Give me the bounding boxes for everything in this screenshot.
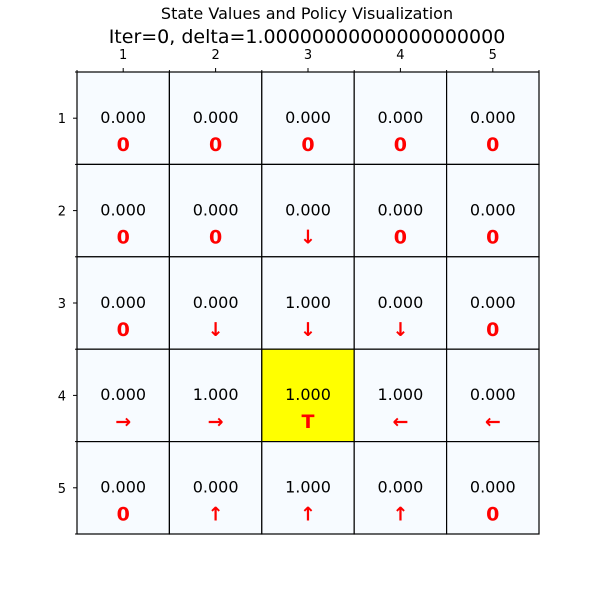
cell-value: 0.000 (285, 108, 331, 127)
cell-value: 0.000 (100, 478, 146, 497)
cell-value: 1.000 (285, 385, 331, 404)
grid-cell (168, 348, 263, 443)
cell-action: 0 (394, 226, 407, 248)
cell-value: 0.000 (470, 293, 516, 312)
cell-value: 0.000 (100, 108, 146, 127)
grid-cell (446, 71, 540, 166)
cell-action: 0 (209, 226, 222, 248)
cell-action: ↑ (300, 504, 316, 526)
cell-value: 1.000 (377, 385, 423, 404)
cell-action: 0 (117, 504, 130, 526)
grid-cell (76, 441, 171, 535)
chart-subtitle: Iter=0, delta=1.00000000000000000000 (109, 26, 506, 48)
cell-action: ← (485, 411, 501, 433)
cell-action: ↓ (300, 319, 316, 341)
cell-value: 0.000 (377, 108, 423, 127)
cell-action: 0 (117, 319, 130, 341)
cell-action: 0 (209, 134, 222, 156)
cell-value: 0.000 (470, 385, 516, 404)
cell-action: 0 (117, 134, 130, 156)
cell-action: 0 (486, 134, 499, 156)
x-tick-label: 3 (304, 48, 312, 63)
grid-cell (446, 163, 540, 258)
x-tick-label: 1 (119, 48, 127, 63)
grid-cell (76, 71, 171, 166)
cell-action: T (302, 411, 315, 433)
grid-cell (353, 348, 448, 443)
cell-value: 0.000 (470, 108, 516, 127)
cell-action: 0 (301, 134, 314, 156)
grid-cell (446, 348, 540, 443)
cell-value: 0.000 (193, 478, 239, 497)
cell-value: 0.000 (193, 108, 239, 127)
grid-cell (353, 71, 448, 166)
cell-value: 1.000 (285, 478, 331, 497)
cell-action: ↓ (208, 319, 224, 341)
cell-value: 0.000 (377, 478, 423, 497)
cell-action: → (208, 411, 224, 433)
grid-cell (261, 163, 355, 258)
cell-action: 0 (486, 319, 499, 341)
grid-cell (168, 71, 263, 166)
cell-action: ↑ (392, 504, 408, 526)
cell-value: 0.000 (285, 200, 331, 219)
cell-value: 1.000 (193, 385, 239, 404)
cell-action: 0 (394, 134, 407, 156)
grid-cell (168, 441, 263, 535)
cell-value: 1.000 (285, 293, 331, 312)
value-grid: 0.000 0 0.000 0 0.000 0 0.000 0 0.000 0 0.000 0 0.00… (58, 48, 540, 535)
cell-value: 0.000 (100, 385, 146, 404)
x-tick-label: 5 (489, 48, 497, 63)
y-tick-label: 1 (58, 112, 66, 127)
cell-action: ↑ (208, 504, 224, 526)
y-tick-label: 2 (58, 205, 66, 220)
cell-action: → (115, 411, 131, 433)
grid-cell (168, 256, 263, 350)
grid-cell (446, 256, 540, 350)
y-tick-label: 5 (58, 482, 66, 497)
cell-action: 0 (117, 226, 130, 248)
x-tick-label: 4 (396, 48, 404, 63)
cell-action: ↓ (300, 226, 316, 248)
y-tick-label: 4 (58, 389, 66, 404)
cell-value: 0.000 (100, 293, 146, 312)
cell-value: 0.000 (193, 200, 239, 219)
x-tick-label: 2 (211, 48, 219, 63)
cell-action: 0 (486, 504, 499, 526)
chart-title: State Values and Policy Visualization (161, 4, 453, 23)
cell-value: 0.000 (470, 200, 516, 219)
grid-cell (76, 163, 171, 258)
y-tick-label: 3 (58, 297, 66, 312)
cell-action: 0 (486, 226, 499, 248)
cell-action: ↓ (392, 319, 408, 341)
grid-cell (261, 441, 355, 535)
grid-cell (446, 441, 540, 535)
cell-value: 0.000 (100, 200, 146, 219)
cell-action: ← (392, 411, 408, 433)
cell-value: 0.000 (470, 478, 516, 497)
cell-value: 0.000 (377, 293, 423, 312)
grid-cell (353, 256, 448, 350)
cell-value: 0.000 (377, 200, 423, 219)
terminal-cell (261, 348, 355, 443)
grid-cell (261, 256, 355, 350)
cell-value: 0.000 (193, 293, 239, 312)
